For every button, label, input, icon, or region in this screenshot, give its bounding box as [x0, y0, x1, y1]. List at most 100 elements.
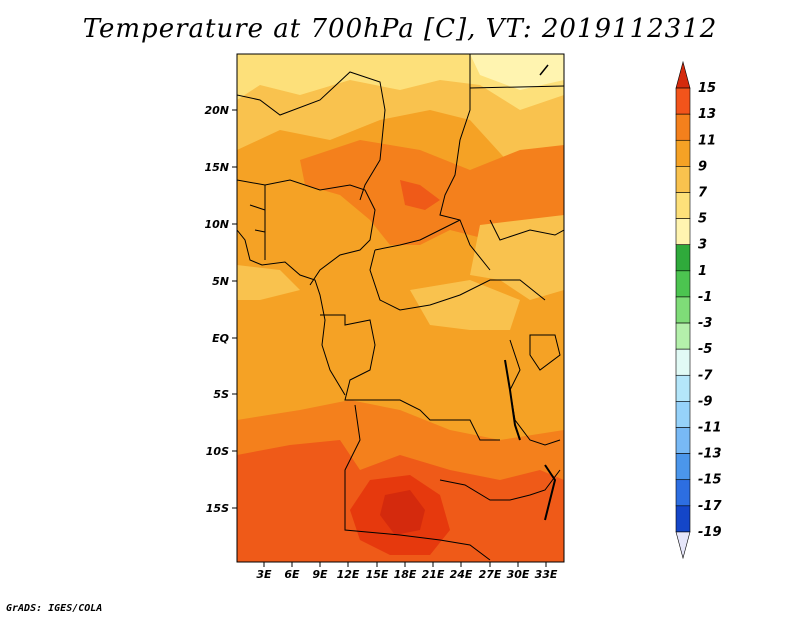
- lat-tick: 5N: [212, 275, 237, 288]
- colorbar-swatch: [675, 479, 691, 507]
- border-line: [237, 179, 376, 286]
- colorbar-top-arrow: [675, 60, 691, 89]
- colorbar-swatch: [675, 192, 691, 219]
- colorbar-swatch: [675, 427, 691, 454]
- map-frame: [236, 53, 565, 563]
- colorbar-swatch: [675, 139, 691, 167]
- lat-tick-label: 15S: [206, 502, 229, 515]
- temperature-field: [237, 54, 564, 562]
- coastline: [539, 64, 549, 76]
- colorbar-label: -17: [698, 499, 722, 514]
- colorbar-label: 9: [698, 159, 707, 174]
- border-line: [369, 249, 546, 311]
- lon-tick: 27E: [479, 562, 502, 581]
- border-line: [320, 314, 500, 441]
- colorbar-swatch: [675, 374, 691, 402]
- colorbar-swatch: [675, 348, 691, 376]
- lon-tick: 15E: [366, 562, 389, 581]
- lon-tick-label: 30E: [507, 568, 530, 581]
- field-south-max: [380, 490, 425, 535]
- lon-tick: 18E: [394, 562, 417, 581]
- field-sahara-3: [470, 54, 564, 90]
- border-line: [469, 85, 564, 89]
- lon-tick-label: 3E: [256, 568, 272, 581]
- lat-axis: 20N 15N 10N 5N EQ 5S 10S 15S: [204, 104, 237, 515]
- lon-tick-label: 6E: [284, 568, 300, 581]
- lat-tick: 20N: [204, 104, 237, 117]
- colorbar-swatch: [675, 453, 691, 481]
- border-line: [439, 469, 561, 501]
- lat-tick: 15N: [204, 161, 237, 174]
- colorbar-swatch: [675, 401, 691, 428]
- lon-tick-label: 9E: [312, 568, 328, 581]
- lon-tick-label: 12E: [337, 568, 360, 581]
- colorbar-swatch: [675, 270, 691, 298]
- lat-tick: 10N: [204, 218, 237, 231]
- colorbar-label: 3: [698, 238, 707, 253]
- lat-tick: EQ: [212, 332, 237, 345]
- border-line: [489, 219, 564, 241]
- lon-tick-label: 24E: [450, 568, 473, 581]
- lon-tick-label: 33E: [535, 568, 558, 581]
- lat-tick-label: 10N: [204, 218, 229, 231]
- lon-tick: 21E: [422, 562, 445, 581]
- field-sahel-13: [400, 180, 440, 210]
- lat-tick-label: 15N: [204, 161, 229, 174]
- colorbar-bottom-arrow: [675, 531, 691, 560]
- border-line: [249, 185, 266, 260]
- lon-tick: 12E: [337, 562, 360, 581]
- country-borders: [237, 54, 564, 561]
- field-coast-7: [237, 265, 300, 300]
- lat-tick-label: 5N: [212, 275, 229, 288]
- colorbar-label: 11: [698, 133, 716, 148]
- chart-title: Temperature at 700hPa [C], VT: 201911231…: [82, 14, 718, 44]
- lake-victoria: [529, 334, 561, 371]
- colorbar-label: -9: [698, 394, 712, 409]
- lon-tick: 9E: [312, 562, 328, 581]
- lon-tick: 3E: [256, 562, 272, 581]
- lat-tick-label: 20N: [204, 104, 229, 117]
- colorbar-label: -13: [698, 447, 722, 462]
- colorbar-label: 1: [698, 264, 707, 279]
- border-line: [374, 219, 461, 251]
- colorbar-swatch: [675, 87, 691, 115]
- colorbar-swatch: [675, 505, 691, 533]
- colorbar-swatch: [675, 296, 691, 324]
- lat-tick-label: 5S: [213, 388, 229, 401]
- lon-tick: 30E: [507, 562, 530, 581]
- lon-tick-label: 27E: [479, 568, 502, 581]
- grads-credit: GrADS: IGES/COLA: [6, 603, 103, 614]
- colorbar-label: -1: [698, 290, 712, 305]
- colorbar-label: 13: [698, 107, 716, 122]
- colorbar-label: -19: [698, 525, 722, 540]
- lon-tick: 33E: [535, 562, 558, 581]
- colorbar-swatch: [675, 113, 691, 141]
- colorbar-swatch: [675, 218, 691, 246]
- lake-tanganyika: [504, 359, 521, 441]
- coastline: [237, 229, 346, 396]
- lon-axis: 3E 6E 9E 12E 15E 18E 21E 24E 27E 30E 33E: [256, 562, 558, 581]
- field-east-7: [470, 215, 564, 300]
- lat-tick-label: 10S: [206, 445, 229, 458]
- lat-tick: 10S: [206, 445, 237, 458]
- lon-tick: 6E: [284, 562, 300, 581]
- colorbar-label: 15: [698, 81, 716, 96]
- border-line: [344, 404, 491, 561]
- colorbar-swatch: [675, 322, 691, 350]
- lon-tick-label: 15E: [366, 568, 389, 581]
- lat-tick: 5S: [213, 388, 237, 401]
- border-line: [439, 54, 491, 271]
- colorbar-label: -3: [698, 316, 712, 331]
- colorbar-label: -5: [698, 342, 712, 357]
- colorbar: 15 13 11 9 7 5 3 1 -1 -3 -5 -7 -9 -11 -13 -15 -17 -19: [675, 60, 722, 560]
- lake-malawi: [544, 464, 557, 521]
- colorbar-swatch: [675, 244, 691, 272]
- field-congo-7: [410, 280, 520, 330]
- colorbar-label: -7: [698, 368, 713, 383]
- lat-tick: 15S: [206, 502, 237, 515]
- border-line: [237, 71, 386, 201]
- lon-tick-label: 21E: [422, 568, 445, 581]
- colorbar-label: 7: [698, 186, 708, 201]
- colorbar-label: -11: [698, 421, 722, 436]
